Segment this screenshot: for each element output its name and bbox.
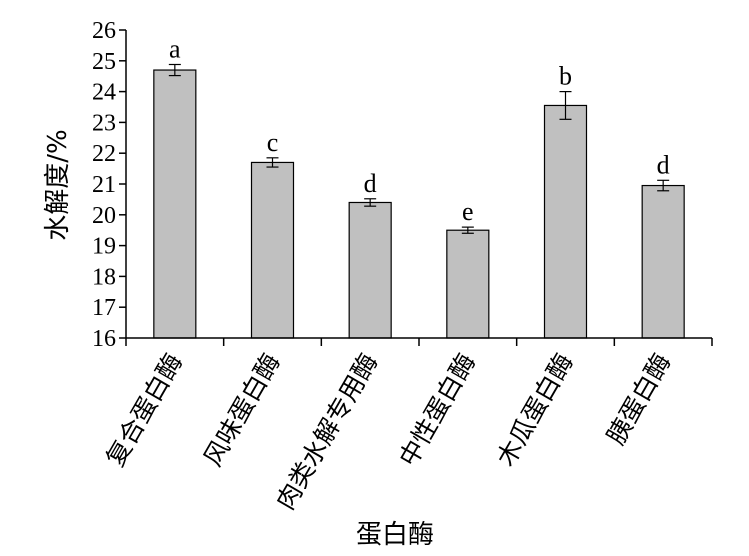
error-bars-layer: [168, 63, 670, 234]
y-tick-label: 21: [92, 172, 116, 198]
axes-layer: [125, 30, 712, 339]
significance-labels-layer: a c d e b d: [169, 34, 670, 226]
error-bar: [461, 226, 474, 234]
y-axis-ticks: 16 17 18 19 20 21 22 23 24 25 26: [92, 18, 126, 352]
y-tick-label: 25: [92, 49, 116, 75]
y-tick-label: 17: [92, 295, 116, 321]
error-bar: [657, 179, 670, 192]
y-tick-label: 22: [92, 141, 116, 167]
bar: [250, 161, 295, 339]
y-tick-label: 24: [92, 80, 116, 106]
bar: [348, 201, 392, 339]
significance-label: d: [657, 150, 670, 179]
y-tick-label: 16: [92, 326, 116, 352]
y-tick-label: 19: [92, 234, 116, 260]
bar: [641, 184, 685, 339]
significance-label: c: [267, 128, 279, 157]
x-axis-ticks: [125, 338, 713, 346]
y-axis-title: 水解度/%: [43, 129, 73, 240]
error-bar: [364, 198, 377, 207]
x-tick-label: 复合蛋白酶: [100, 349, 188, 472]
error-bar: [559, 90, 572, 120]
y-tick-label: 18: [92, 264, 116, 290]
y-tick-label: 20: [92, 203, 116, 229]
y-tick-label: 23: [92, 110, 116, 136]
y-tick-label: 26: [92, 18, 116, 44]
bar: [446, 229, 490, 339]
error-bar: [168, 63, 181, 77]
x-tick-label: 中性蛋白酶: [393, 349, 481, 472]
x-tick-label: 木瓜蛋白酶: [491, 349, 579, 472]
significance-label: b: [559, 62, 572, 91]
significance-label: a: [169, 34, 181, 63]
bar: [153, 69, 197, 339]
bars-layer: [153, 69, 685, 339]
x-tick-label: 风味蛋白酶: [198, 349, 286, 472]
significance-label: d: [364, 169, 377, 198]
significance-label: e: [462, 197, 474, 226]
x-tick-label: 肉类水解专用酶: [271, 349, 384, 515]
x-axis-title: 蛋白酶: [356, 520, 434, 550]
x-tick-label: 胰蛋白酶: [601, 349, 676, 450]
bar: [543, 104, 588, 339]
error-bar: [266, 157, 279, 168]
